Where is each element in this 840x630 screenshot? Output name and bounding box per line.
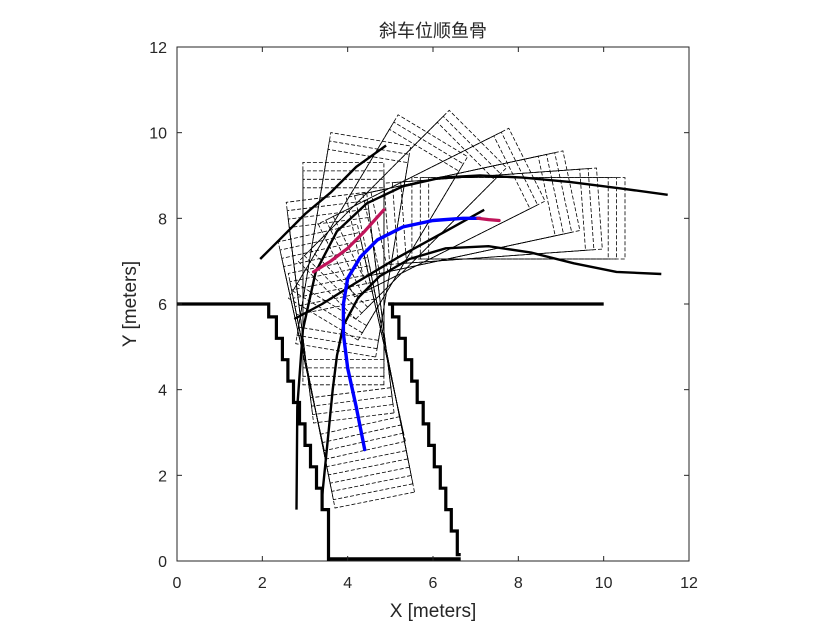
parking-boundary-line bbox=[388, 302, 461, 557]
x-tick-label: 10 bbox=[595, 575, 613, 592]
y-tick-label: 10 bbox=[149, 126, 167, 143]
vehicle-footprint bbox=[286, 200, 393, 407]
axes: 0 2 4 6 8 10 12 0 2 4 6 8 10 12 bbox=[149, 40, 698, 592]
vehicle-footprint bbox=[287, 256, 407, 468]
y-tick-label: 6 bbox=[158, 297, 167, 314]
vehicle-footprint bbox=[419, 177, 617, 260]
path-layer bbox=[311, 208, 501, 452]
reverse-path-line bbox=[476, 216, 501, 223]
vehicle-footprint bbox=[332, 127, 546, 290]
vehicle-footprint bbox=[391, 168, 595, 265]
chart-title: 斜车位顺鱼骨 bbox=[379, 21, 487, 42]
x-tick-label: 0 bbox=[173, 575, 182, 592]
parking-boundary-line bbox=[264, 302, 331, 561]
y-tick-label: 2 bbox=[158, 468, 167, 485]
vehicle-footprint bbox=[285, 191, 392, 399]
y-tick-label: 0 bbox=[158, 554, 167, 571]
vehicle-footprint bbox=[428, 177, 626, 260]
y-axis-label: Y [meters] bbox=[120, 261, 141, 347]
x-tick-label: 2 bbox=[258, 575, 267, 592]
vehicle-footprint bbox=[289, 265, 409, 476]
vehicle-footprint bbox=[362, 152, 573, 274]
vehicle-footprint bbox=[302, 170, 385, 369]
vehicle-footprint bbox=[400, 167, 603, 264]
vehicle-footprint bbox=[279, 232, 403, 443]
vehicle-footprint bbox=[277, 223, 401, 435]
vehicle-footprint bbox=[292, 121, 464, 334]
swept-envelope-curve bbox=[259, 144, 387, 260]
forward-path-line bbox=[341, 216, 482, 452]
vehicle-footprint bbox=[309, 109, 508, 308]
vehicle-footprint bbox=[298, 132, 412, 341]
vehicle-footprint bbox=[296, 114, 469, 327]
y-tick-label: 4 bbox=[158, 383, 167, 400]
swept-envelope-curve bbox=[320, 244, 662, 497]
vehicle-footprint bbox=[325, 131, 539, 294]
vehicle-footprint bbox=[303, 115, 502, 314]
vehicle-footprint bbox=[302, 161, 385, 360]
x-tick-label: 8 bbox=[514, 575, 523, 592]
parking-boundary-layer bbox=[177, 302, 604, 561]
x-tick-label: 4 bbox=[343, 575, 352, 592]
reverse-path-line bbox=[311, 208, 386, 274]
x-axis-label: X [meters] bbox=[390, 601, 477, 622]
y-tick-label: 12 bbox=[149, 40, 167, 57]
y-tick-label: 8 bbox=[158, 211, 167, 228]
vehicle-footprint-layer bbox=[277, 109, 626, 509]
plot-area bbox=[177, 109, 668, 561]
swept-envelope-curve bbox=[293, 208, 485, 321]
x-tick-label: 12 bbox=[680, 575, 698, 592]
x-tick-label: 6 bbox=[429, 575, 438, 592]
vehicle-footprint bbox=[296, 140, 410, 350]
